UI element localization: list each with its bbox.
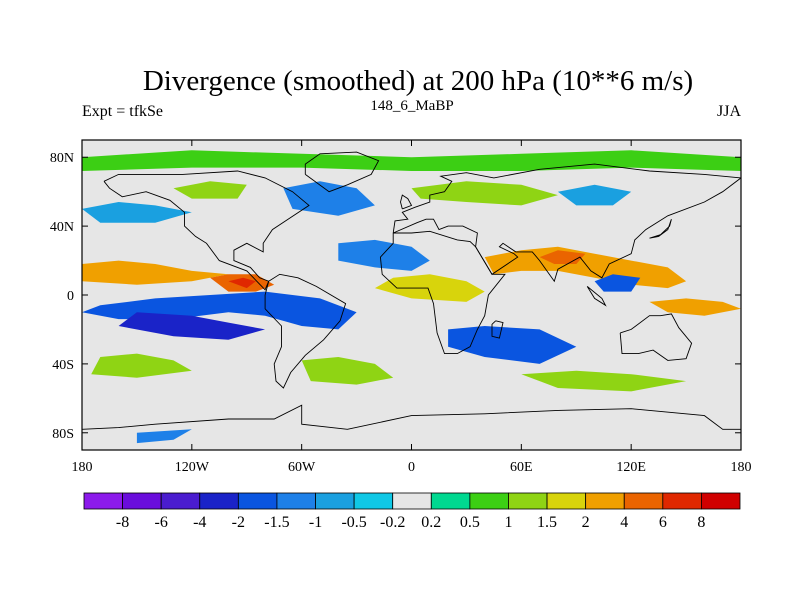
coastline-5 (619, 313, 693, 361)
colorbar-label: -1 (309, 514, 322, 531)
colorbar-swatch (430, 492, 471, 510)
colorbar-swatch (122, 492, 162, 510)
axes: 180 120W 60W 0 60E 120E 180 80N 40N 0 40S 80S (50, 140, 752, 475)
coastline-7 (82, 404, 741, 430)
divergence-region-11 (649, 298, 741, 316)
colorbar-swatch (623, 492, 664, 510)
coastline-10 (649, 219, 672, 239)
colorbar-swatch (469, 492, 509, 510)
coastline-6 (304, 151, 380, 193)
x-tick-label: 180 (72, 460, 93, 475)
divergence-region-10 (594, 274, 641, 292)
colorbar-swatch (237, 492, 278, 510)
x-tick-label: 0 (408, 460, 415, 475)
expt-label: Expt = tfkSe (82, 103, 163, 120)
colorbar-swatch (392, 492, 432, 510)
divergence-region-5 (228, 277, 256, 289)
colorbar-swatch (701, 492, 741, 510)
y-tick-label: 80S (52, 427, 74, 442)
colorbar-swatch (546, 492, 587, 510)
coastline-3 (379, 230, 506, 355)
colorbar-label: 1 (504, 514, 512, 531)
divergence-region-14 (91, 353, 192, 378)
colorbar-label: -6 (155, 514, 168, 531)
colorbar-swatch (315, 492, 355, 510)
colorbar-swatch (83, 492, 123, 510)
map-plot-area (81, 139, 742, 451)
x-tick-label: 120E (616, 460, 646, 475)
colorbar-swatch (662, 492, 702, 510)
colorbar-label: -8 (116, 514, 129, 531)
colorbar-label: -0.2 (380, 514, 405, 531)
coastline-4 (392, 163, 741, 283)
x-tick-label: 120W (175, 460, 210, 475)
colorbar-label: -0.5 (341, 514, 366, 531)
divergence-region-17 (82, 202, 192, 223)
x-tick-label: 60E (510, 460, 533, 475)
divergence-region-12 (448, 326, 577, 364)
y-tick-label: 40N (50, 220, 74, 235)
colorbar-label: -1.5 (264, 514, 289, 531)
x-tick-label: 60W (288, 460, 316, 475)
divergence-region-15 (521, 370, 687, 392)
x-tick-label: 180 (731, 460, 752, 475)
colorbar-swatch (353, 492, 394, 510)
colorbar-label: 6 (659, 514, 667, 531)
coastline-8 (491, 320, 504, 339)
coastline-9 (586, 286, 607, 307)
colorbar-swatch (276, 492, 316, 510)
colorbar-label: -2 (232, 514, 245, 531)
divergence-region-1 (82, 260, 229, 285)
colorbar-swatch (160, 492, 201, 510)
colorbar-swatch (199, 492, 239, 510)
colorbar-swatch (508, 492, 548, 510)
colorbar-label: 8 (697, 514, 705, 531)
colorbar: -8 -6 -4 -2 -1.5 -1 -0.5 -0.2 0.2 0.5 1 1.5 2 4 6 8 (83, 492, 741, 531)
colorbar-label: 4 (620, 514, 628, 531)
colorbar-label: 1.5 (537, 514, 557, 531)
coastlines (82, 151, 741, 430)
divergence-region-3 (118, 312, 266, 340)
colorbar-label: 2 (582, 514, 590, 531)
divergence-region-16 (136, 429, 192, 444)
y-tick-label: 0 (67, 289, 74, 304)
coastline-11 (400, 194, 413, 210)
chart-title: Divergence (smoothed) at 200 hPa (10**6 … (143, 65, 693, 97)
coastline-2 (264, 273, 347, 389)
divergence-region-7 (374, 274, 485, 302)
divergence-region-22 (173, 181, 247, 199)
season-label: JJA (717, 103, 741, 120)
y-tick-label: 80N (50, 151, 74, 166)
divergence-region-21 (557, 184, 632, 206)
divergence-region-13 (301, 357, 394, 385)
divergence-region-2 (82, 291, 357, 330)
colorbar-swatch (585, 492, 625, 510)
y-tick-label: 40S (52, 358, 74, 373)
colorbar-label: -4 (193, 514, 206, 531)
coastline-1 (103, 170, 310, 291)
case-label: 148_6_MaBP (370, 98, 453, 114)
divergence-region-6 (338, 239, 430, 271)
colorbar-label: 0.5 (460, 514, 480, 531)
colorbar-label: 0.2 (421, 514, 441, 531)
